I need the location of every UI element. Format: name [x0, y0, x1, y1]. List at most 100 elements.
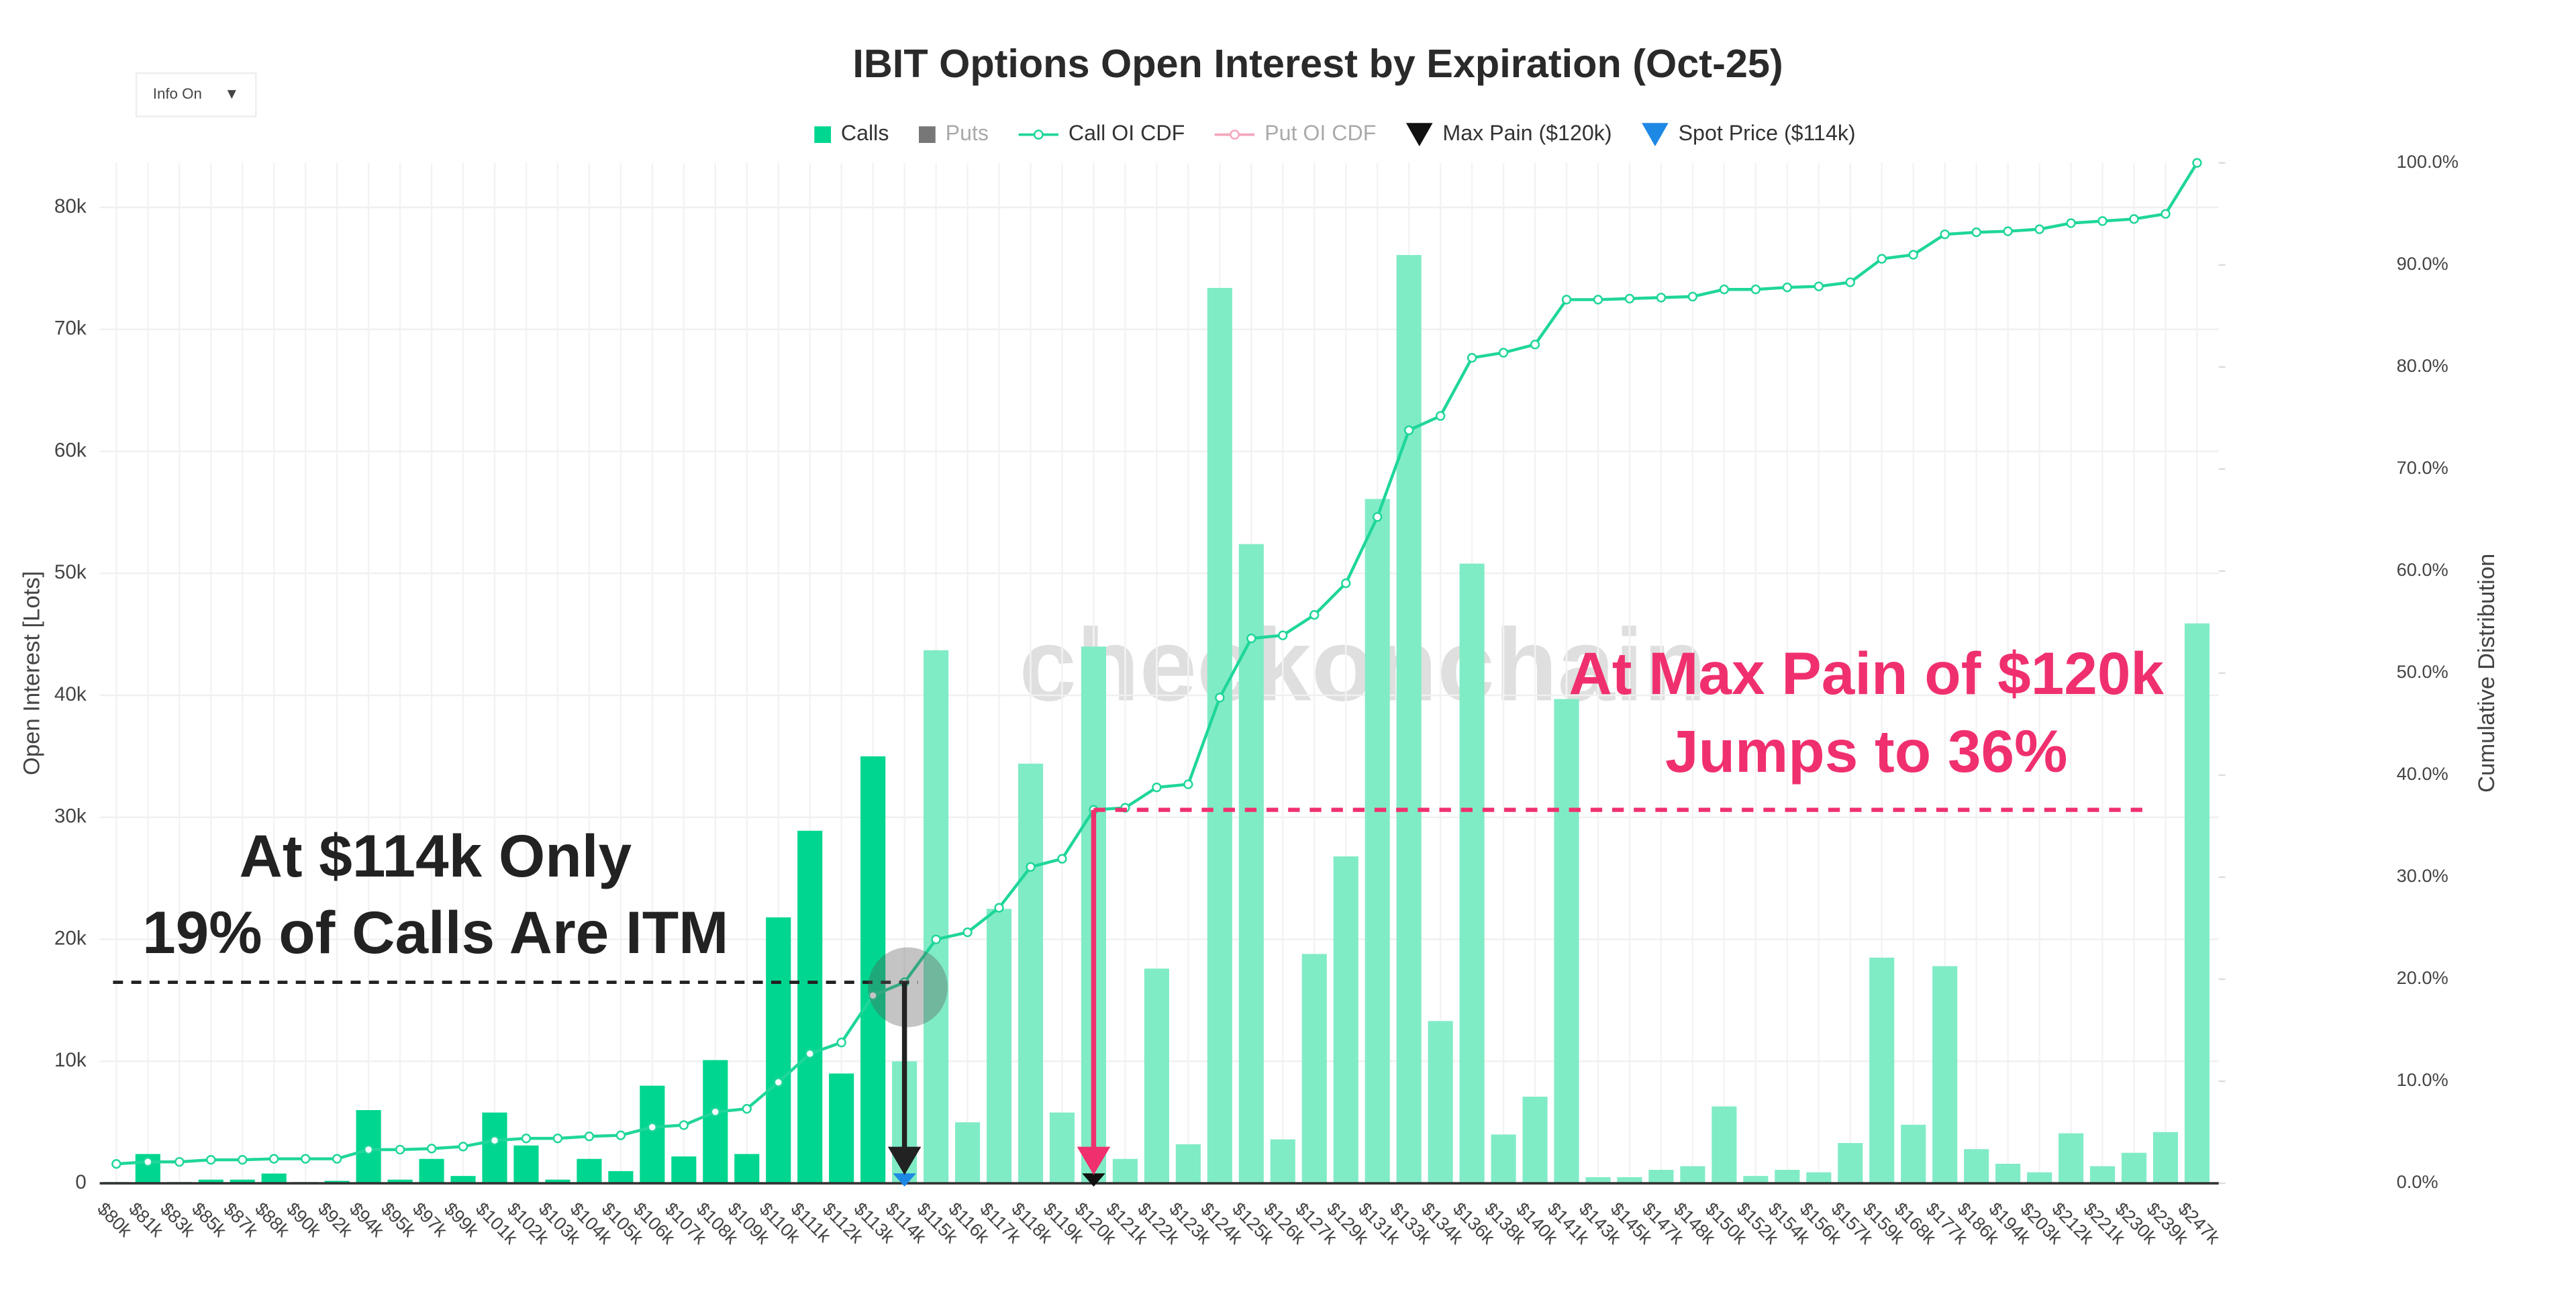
- bar: [577, 1158, 602, 1184]
- bar: [829, 1073, 854, 1184]
- cdf-point: [615, 1130, 626, 1140]
- cdf-point: [1183, 779, 1193, 789]
- bar: [1459, 563, 1485, 1184]
- bar: [671, 1156, 697, 1184]
- legend-swatch: [919, 126, 936, 143]
- cdf-point: [1908, 250, 1918, 260]
- cdf-point: [1971, 227, 1981, 238]
- bar: [1491, 1134, 1516, 1184]
- legend-item[interactable]: Put OI CDF: [1214, 121, 1377, 145]
- bar: [1712, 1106, 1737, 1184]
- cdf-point: [2129, 214, 2139, 224]
- y-tick-label: 40k: [54, 683, 87, 705]
- cdf-point: [1719, 285, 1730, 295]
- legend-item[interactable]: Calls: [814, 121, 889, 145]
- legend-label[interactable]: Calls: [841, 121, 889, 145]
- bar: [1018, 763, 1044, 1184]
- legend-swatch-point: [1033, 130, 1044, 140]
- y-tick-label: 30k: [54, 805, 87, 828]
- y2-tick-label: 80.0%: [2397, 355, 2448, 376]
- y2-tick-label: 90.0%: [2397, 253, 2448, 274]
- cdf-point: [1593, 295, 1603, 305]
- cdf-point: [269, 1154, 279, 1164]
- legend-label[interactable]: Put OI CDF: [1265, 121, 1376, 145]
- cdf-point: [2097, 216, 2108, 226]
- chart-title: IBIT Options Open Interest by Expiration…: [852, 41, 1783, 86]
- legend-item[interactable]: Call OI CDF: [1018, 121, 1185, 145]
- cdf-point: [175, 1156, 185, 1167]
- bar: [1301, 954, 1327, 1184]
- bar: [419, 1158, 444, 1184]
- bar: [1775, 1170, 1800, 1184]
- cdf-point: [489, 1136, 500, 1146]
- y2-tick-label: 60.0%: [2397, 559, 2448, 580]
- dropdown-box[interactable]: [135, 72, 257, 117]
- legend-swatch: [814, 126, 832, 143]
- cdf-point: [1435, 411, 1446, 421]
- bar: [640, 1085, 665, 1184]
- cdf-point: [300, 1154, 311, 1164]
- bar: [1428, 1021, 1453, 1184]
- bar: [703, 1060, 728, 1184]
- cdf-point: [1341, 578, 1351, 589]
- cdf-point: [1246, 634, 1256, 644]
- bar: [2121, 1152, 2147, 1184]
- bar: [198, 1179, 224, 1184]
- dropdown-label[interactable]: Info On: [153, 85, 202, 102]
- cdf-point: [521, 1133, 532, 1144]
- legend-item[interactable]: Puts: [919, 121, 989, 145]
- bar: [797, 830, 823, 1184]
- cdf-point: [395, 1144, 405, 1155]
- cdf-point: [1750, 285, 1761, 295]
- bar: [608, 1171, 634, 1184]
- annotation-text: At $114k Only: [239, 822, 632, 889]
- bar: [545, 1179, 571, 1184]
- legend-item[interactable]: Max Pain ($120k): [1405, 121, 1612, 146]
- watermark: checkonchain: [1020, 607, 1707, 722]
- cdf-point: [458, 1142, 468, 1152]
- cdf-point: [1530, 340, 1540, 350]
- cdf-point: [1782, 283, 1792, 293]
- bar: [2089, 1166, 2116, 1184]
- cdf-point: [426, 1144, 437, 1154]
- bar: [1112, 1158, 1138, 1184]
- y2-tick-label: 10.0%: [2397, 1069, 2448, 1090]
- bar: [513, 1145, 539, 1184]
- y-tick-label: 20k: [54, 927, 87, 949]
- annotation-arrowhead: [1077, 1146, 1111, 1175]
- bar: [1901, 1124, 1926, 1184]
- cdf-point: [1877, 254, 1887, 264]
- bar: [1585, 1177, 1611, 1184]
- cdf-point: [238, 1154, 248, 1165]
- bar: [1680, 1166, 1705, 1184]
- cdf-point: [1498, 348, 1509, 358]
- cdf-point: [1309, 610, 1320, 620]
- y-tick-label: 0: [75, 1171, 87, 1193]
- cdf-point: [1687, 291, 1698, 302]
- legend-item[interactable]: Spot Price ($114k): [1642, 121, 1856, 146]
- cdf-point: [931, 934, 941, 944]
- cdf-point: [805, 1048, 815, 1059]
- cdf-point: [710, 1107, 720, 1117]
- cdf-point: [1656, 293, 1667, 303]
- cdf-point: [1278, 630, 1288, 640]
- bar: [1270, 1139, 1295, 1184]
- cdf-point: [1057, 854, 1067, 864]
- bar: [2027, 1172, 2052, 1184]
- legend-label[interactable]: Call OI CDF: [1069, 121, 1185, 145]
- legend-label[interactable]: Puts: [946, 121, 989, 145]
- dropdown-arrow[interactable]: ▼: [224, 85, 239, 102]
- dropdown[interactable]: Info On ▼: [135, 72, 257, 117]
- bar: [860, 756, 886, 1184]
- y2-tick-label: 100.0%: [2397, 151, 2459, 172]
- cdf-point: [363, 1144, 374, 1155]
- cdf-point: [1814, 281, 1824, 291]
- legend-label[interactable]: Max Pain ($120k): [1442, 121, 1612, 145]
- bar: [1743, 1176, 1769, 1184]
- bar: [1522, 1097, 1548, 1184]
- annotation-text: At Max Pain of $120k: [1569, 640, 2164, 707]
- cdf-point: [2003, 226, 2013, 236]
- legend-label[interactable]: Spot Price ($114k): [1679, 121, 1856, 145]
- marker-triangle: [1082, 1173, 1105, 1187]
